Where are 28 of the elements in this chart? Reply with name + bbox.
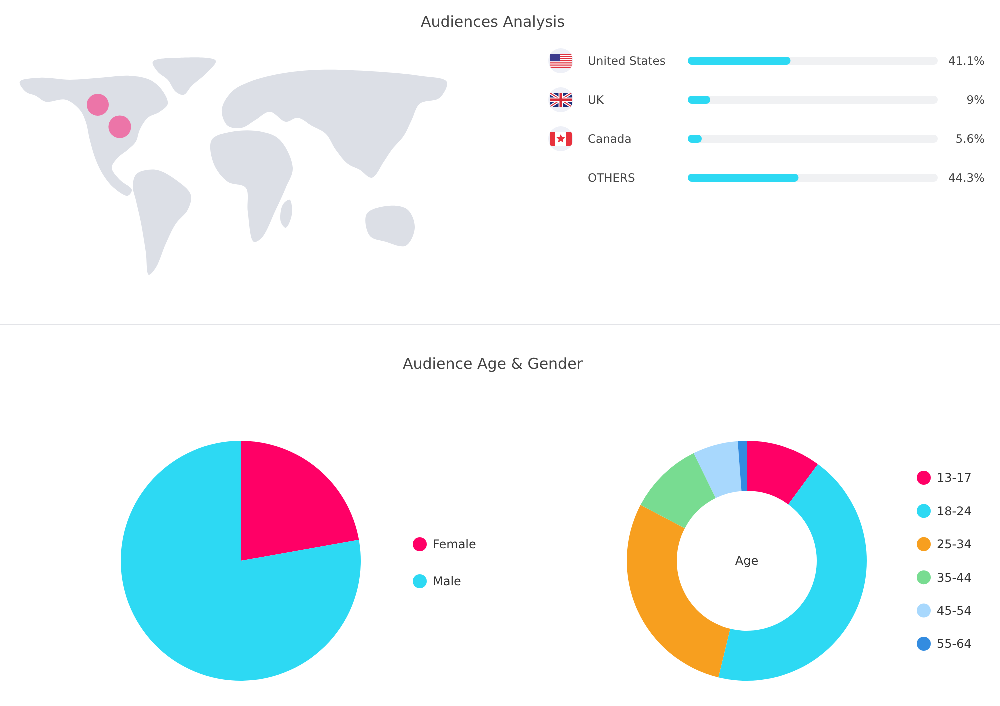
y-tick-label: United States [588, 54, 666, 68]
legend-label: 35-44 [937, 570, 972, 585]
data-label: 9% [966, 93, 986, 108]
donut-slice [627, 505, 730, 678]
text: Age [735, 554, 759, 568]
pie-slice [241, 441, 360, 561]
donut-slice [640, 453, 716, 528]
legend-label: 55-64 [937, 637, 972, 652]
y-tick-label: OTHERS [588, 171, 636, 186]
legend-label: Female [433, 538, 476, 552]
chart-title: Audience Age & Gender [403, 355, 584, 373]
data-label: 5.6% [956, 132, 986, 146]
donut-slice [738, 441, 747, 492]
legend-label: 13-17 [937, 471, 972, 486]
data-label: 41.1% [948, 54, 986, 68]
y-tick-label: UK [588, 93, 604, 108]
donut-slice [747, 441, 818, 505]
legend-label: 25-34 [937, 538, 972, 552]
donut-slice [718, 464, 867, 681]
y-tick-label: Canada [588, 132, 632, 146]
pie-slice [121, 441, 361, 681]
legend-label: 45-54 [937, 604, 972, 618]
legend-label: Male [433, 574, 462, 589]
bar [688, 96, 710, 104]
text: Audiences Analysis [420, 13, 566, 31]
data-label: 44.3% [948, 171, 986, 186]
donut-slice [694, 441, 742, 498]
legend-label: 18-24 [937, 504, 972, 518]
